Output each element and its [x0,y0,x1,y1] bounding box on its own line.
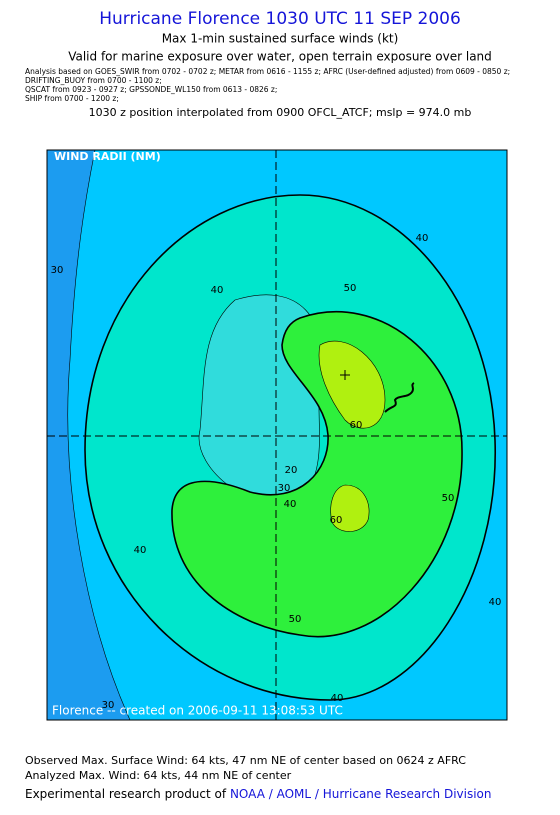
wind-radii-title: WIND RADII (NM) [54,150,161,163]
subtitle: Max 1-min sustained surface winds (kt) [162,32,399,46]
contour-label: 40 [416,233,429,244]
contour-label: 30 [102,700,115,711]
analysis-line: DRIFTING_BUOY from 0700 - 1100 z; [25,76,162,85]
credit: Experimental research product of NOAA / … [25,787,492,801]
max-wind-mark [340,370,350,380]
analysis-line: SHIP from 0700 - 1200 z; [25,94,119,103]
wind-field [47,150,507,720]
analysis-line: QSCAT from 0923 - 0927 z; GPSSONDE_WL150… [25,85,277,94]
contour-label: 20 [285,465,298,476]
analysis-line: Analysis based on GOES_SWIR from 0702 - … [25,67,510,76]
watermark: Florence -- created on 2006-09-11 13:08:… [52,704,343,718]
contour-label: 50 [344,283,357,294]
contour-label: 60 [350,420,363,431]
observed-note: Observed Max. Surface Wind: 64 kts, 47 n… [25,754,466,767]
map-frame [46,149,508,721]
position-note: 1030 z position interpolated from 0900 O… [89,106,472,119]
analyzed-note: Analyzed Max. Wind: 64 kts, 44 nm NE of … [25,769,292,782]
track [384,382,415,413]
contour-label: 30 [278,483,291,494]
contour-label: 40 [211,285,224,296]
contour-labels: 40 40 40 40 40 50 50 50 60 60 30 30 20 3… [51,233,502,711]
contour-label: 40 [284,499,297,510]
contour-label: 40 [489,597,502,608]
credit-org[interactable]: NOAA / AOML / Hurricane Research Divisio… [230,787,492,801]
contour-label: 30 [51,265,64,276]
credit-text: Experimental research product of [25,787,227,801]
contour-label: 60 [330,515,343,526]
title: Hurricane Florence 1030 UTC 11 SEP 2006 [99,9,461,29]
contour-label: 50 [442,493,455,504]
valid-note: Valid for marine exposure over water, op… [68,50,492,64]
contour-label: 40 [331,693,344,704]
contour-label: 40 [134,545,147,556]
contour-label: 50 [289,614,302,625]
